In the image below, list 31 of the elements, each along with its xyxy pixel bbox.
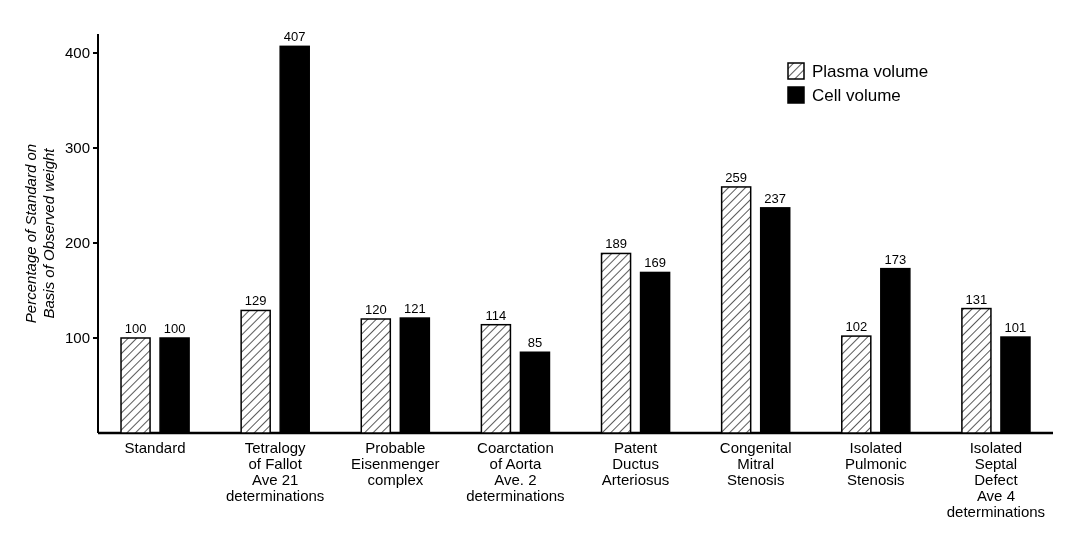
x-tick-label: Coarctation of Aorta Ave. 2 determinations [466, 439, 565, 504]
x-tick-label: Congenital Mitral Stenosis [719, 439, 792, 488]
y-tick-label: 200 [64, 234, 90, 251]
y-tick-label: 300 [64, 139, 90, 156]
y-tick-label: 100 [64, 329, 90, 346]
data-label: 121 [403, 301, 426, 317]
x-tick-label: Tetralogy of Fallot Ave 21 determinations [225, 439, 325, 504]
data-label: 100 [163, 321, 186, 336]
legend-label: Plasma volume [812, 62, 929, 81]
data-label: 120 [364, 302, 387, 317]
x-tick-label: Isolated Pulmonic Stenosis [844, 439, 908, 488]
data-label: 407 [283, 29, 306, 45]
data-label: 101 [1004, 320, 1027, 336]
x-tick-label: Patent Ductus Arteriosus [601, 439, 670, 488]
x-tick-label: Isolated Septal Defect Ave 4 determinations [946, 439, 1046, 520]
data-label: 85 [527, 335, 543, 351]
data-label: 102 [845, 319, 868, 335]
data-label: 100 [124, 321, 147, 336]
data-label: 173 [884, 251, 907, 267]
data-label: 129 [244, 293, 267, 309]
y-tick-label: 400 [64, 44, 90, 61]
legend-label: Cell volume [812, 86, 901, 105]
data-label: 189 [605, 236, 627, 252]
data-label: 169 [644, 255, 666, 271]
data-label: 259 [725, 169, 748, 185]
x-tick-label: Standard [124, 439, 186, 456]
data-label: 114 [485, 307, 507, 323]
x-tick-label: Probable Eisenmenger complex [351, 439, 440, 488]
data-label: 131 [965, 291, 988, 307]
data-label: 237 [764, 190, 787, 206]
y-axis-title: Percentage of Standard on Basis of Observed weight [22, 143, 57, 324]
